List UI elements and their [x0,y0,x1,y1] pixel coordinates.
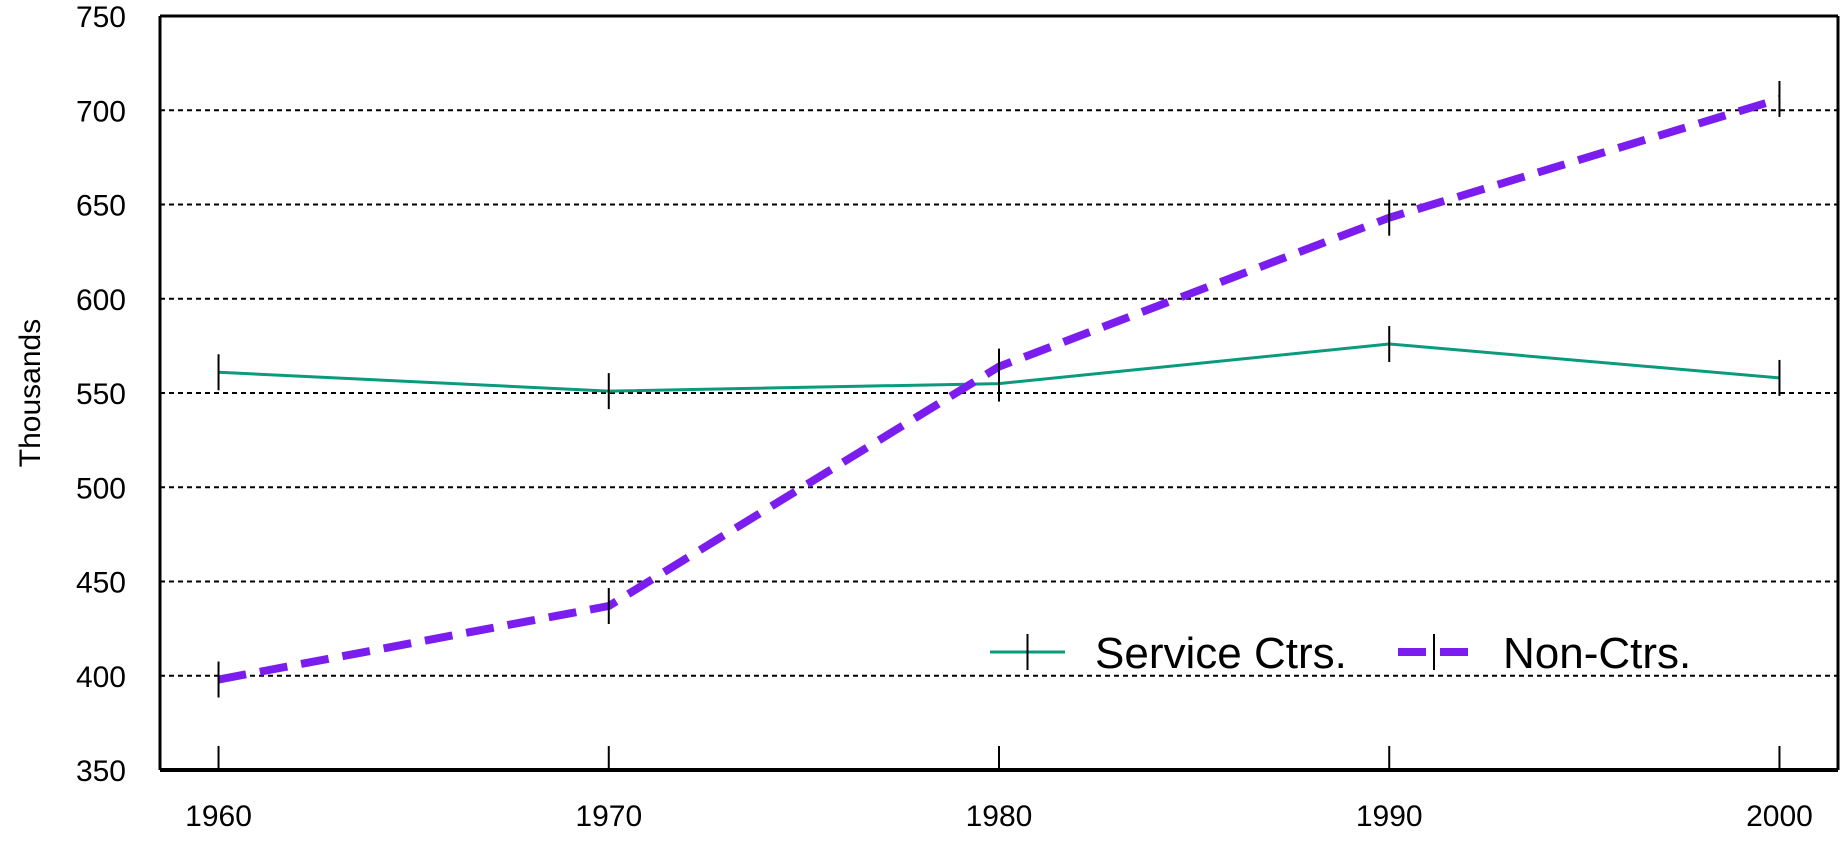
x-tick-label: 1970 [575,800,642,833]
x-tick-label: 2000 [1746,800,1813,833]
y-tick-label: 600 [76,284,126,317]
y-tick-label: 500 [76,472,126,505]
legend: Service Ctrs. Non-Ctrs. [990,629,1691,678]
legend-label: Service Ctrs. [1095,629,1347,678]
y-tick-label: 550 [76,378,126,411]
y-tick-label: 350 [76,755,126,788]
y-tick-label: 650 [76,190,126,223]
x-tick-label: 1960 [185,800,252,833]
gridlines [160,109,1838,677]
x-tick-label: 1990 [1356,800,1423,833]
y-tick-label: 750 [76,1,126,34]
x-tick-label: 1980 [966,800,1033,833]
legend-label: Non-Ctrs. [1503,629,1691,678]
y-tick-label: 700 [76,95,126,128]
y-tick-label: 400 [76,661,126,694]
x-axis-ticks: 1960 1970 1980 1990 2000 [185,746,1813,833]
series-lines [217,80,1781,698]
y-axis-title: Thousands [14,319,47,467]
y-axis-ticks: 350 400 450 500 550 600 650 700 750 [76,1,126,788]
y-tick-label: 450 [76,567,126,600]
